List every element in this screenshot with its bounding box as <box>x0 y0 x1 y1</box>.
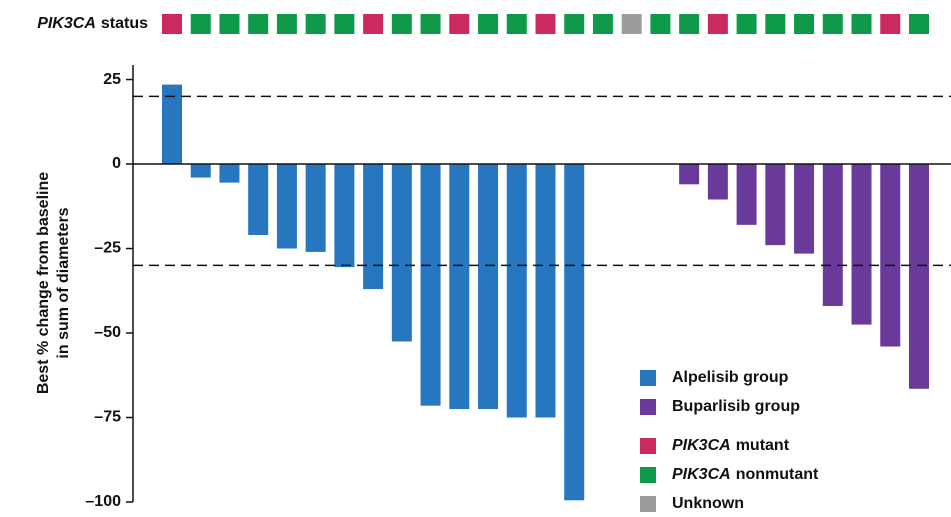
status-square <box>535 14 556 34</box>
status-square <box>679 14 700 34</box>
bar <box>334 164 355 268</box>
legend-label-part: Unknown <box>672 495 744 512</box>
legend-swatch <box>640 467 656 483</box>
status-square <box>276 14 297 34</box>
legend-label: PIK3CA mutant <box>672 437 790 454</box>
status-square <box>707 14 728 34</box>
status-square <box>248 14 269 34</box>
status-square <box>794 14 815 34</box>
bar <box>765 164 786 246</box>
bar <box>851 164 872 325</box>
status-square <box>564 14 585 34</box>
legend-label: Alpelisib group <box>672 369 789 386</box>
status-square <box>880 14 901 34</box>
status-square <box>851 14 872 34</box>
bar <box>391 164 412 342</box>
y-tick-label: –100 <box>85 493 121 510</box>
y-tick-label: –25 <box>94 240 121 257</box>
status-square <box>334 14 355 34</box>
legend-label: Buparlisib group <box>672 398 800 415</box>
status-square <box>650 14 671 34</box>
status-square <box>736 14 757 34</box>
bar <box>219 164 240 183</box>
bar <box>420 164 441 406</box>
bar <box>794 164 815 254</box>
y-axis-label: Best % change from baseline in sum of dia… <box>35 172 72 394</box>
status-square <box>908 14 929 34</box>
bar <box>679 164 700 185</box>
bar <box>535 164 556 418</box>
legend-swatch <box>640 399 656 415</box>
bar <box>248 164 269 236</box>
bar <box>276 164 297 249</box>
status-square <box>822 14 843 34</box>
legend-label: Unknown <box>672 495 744 512</box>
y-tick-label: –50 <box>94 324 121 341</box>
bar <box>564 164 585 501</box>
status-square <box>621 14 642 34</box>
status-square <box>478 14 499 34</box>
status-square <box>449 14 470 34</box>
bar <box>736 164 757 225</box>
status-square <box>506 14 527 34</box>
bar <box>449 164 470 410</box>
bar <box>305 164 326 252</box>
y-tick-label: –75 <box>94 409 121 426</box>
status-square <box>420 14 441 34</box>
bar <box>822 164 843 306</box>
status-square <box>765 14 786 34</box>
bar <box>363 164 384 290</box>
bar <box>707 164 728 200</box>
bar <box>162 84 182 165</box>
bar <box>506 164 527 418</box>
status-square <box>162 14 182 34</box>
legend-swatch <box>640 370 656 386</box>
status-title: PIK3CA status <box>37 15 148 32</box>
status-square <box>190 14 211 34</box>
status-square <box>592 14 613 34</box>
status-square <box>391 14 412 34</box>
y-tick-label: 25 <box>103 71 121 88</box>
bar <box>880 164 901 347</box>
bar <box>478 164 499 410</box>
bar <box>190 164 211 178</box>
status-square <box>219 14 240 34</box>
legend-swatch <box>640 496 656 512</box>
bar <box>908 164 929 389</box>
y-axis-label-line: Best % change from baseline <box>35 172 52 394</box>
legend-label: PIK3CA nonmutant <box>672 466 819 483</box>
legend-label-part: PIK3CA <box>672 466 731 483</box>
legend-swatch <box>640 438 656 454</box>
status-title-italic: PIK3CA <box>37 15 96 32</box>
y-axis-label-line: in sum of diameters <box>55 207 72 358</box>
status-square <box>305 14 326 34</box>
legend-label-part: PIK3CA <box>672 437 731 454</box>
y-tick-label: 0 <box>112 155 121 172</box>
legend-label-part: mutant <box>736 437 790 454</box>
status-square <box>363 14 384 34</box>
status-title-text: status <box>101 15 148 32</box>
legend-label-part: nonmutant <box>736 466 819 483</box>
